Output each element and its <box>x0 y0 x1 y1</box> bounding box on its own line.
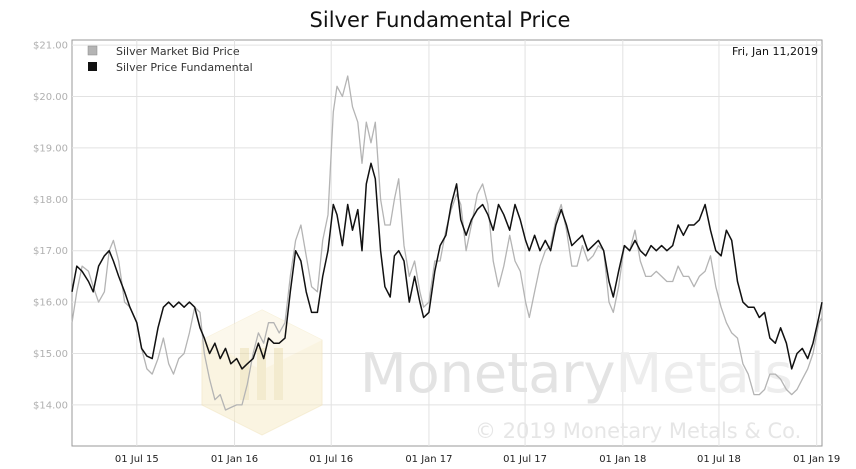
series-lines <box>71 75 823 411</box>
silver-market-bid-price-line <box>71 75 823 411</box>
legend-swatch-bid <box>87 45 98 56</box>
y-tick-label: $14.00 <box>33 400 68 411</box>
svg-text:MonetaryMetals: MonetaryMetals <box>360 342 793 405</box>
watermark-brand-light: Metals <box>616 342 793 405</box>
watermark-copyright: © 2019 Monetary Metals & Co. <box>475 419 801 443</box>
x-tick-label: 01 Jan 17 <box>405 454 452 465</box>
x-tick-label: 01 Jul 17 <box>503 454 547 465</box>
y-tick-label: $16.00 <box>33 298 68 309</box>
x-axis-ticks: 01 Jul 15 01 Jan 16 01 Jul 16 01 Jan 17 01 J… <box>115 454 840 465</box>
x-tick-label: 01 Jul 16 <box>309 454 353 465</box>
chart-title: Silver Fundamental Price <box>310 8 571 32</box>
legend-swatch-fundamental <box>88 62 97 71</box>
x-tick-label: 01 Jul 15 <box>115 454 159 465</box>
y-tick-label: $18.00 <box>33 195 68 206</box>
plot-area <box>71 39 823 447</box>
x-tick-label: 01 Jan 18 <box>599 454 646 465</box>
y-tick-label: $19.00 <box>33 143 68 154</box>
watermark-brand-strong: Monetary <box>360 342 616 405</box>
y-tick-label: $17.00 <box>33 246 68 257</box>
y-tick-label: $21.00 <box>33 41 68 52</box>
x-tick-label: 01 Jul 18 <box>697 454 741 465</box>
legend: Silver Market Bid Price Silver Price Fun… <box>87 45 253 74</box>
y-tick-label: $15.00 <box>33 349 68 360</box>
grid-lines <box>72 40 822 446</box>
y-tick-label: $20.00 <box>33 92 68 103</box>
y-axis-ticks: $21.00 $20.00 $19.00 $18.00 $17.00 $16.00 $15.… <box>33 41 68 412</box>
silver-price-fundamental-line <box>71 162 823 370</box>
legend-label-bid: Silver Market Bid Price <box>116 45 240 58</box>
x-tick-label: 01 Jan 16 <box>211 454 258 465</box>
x-tick-label: 01 Jan 19 <box>793 454 840 465</box>
current-date-label: Fri, Jan 11,2019 <box>732 45 818 58</box>
legend-label-fundamental: Silver Price Fundamental <box>116 61 253 74</box>
